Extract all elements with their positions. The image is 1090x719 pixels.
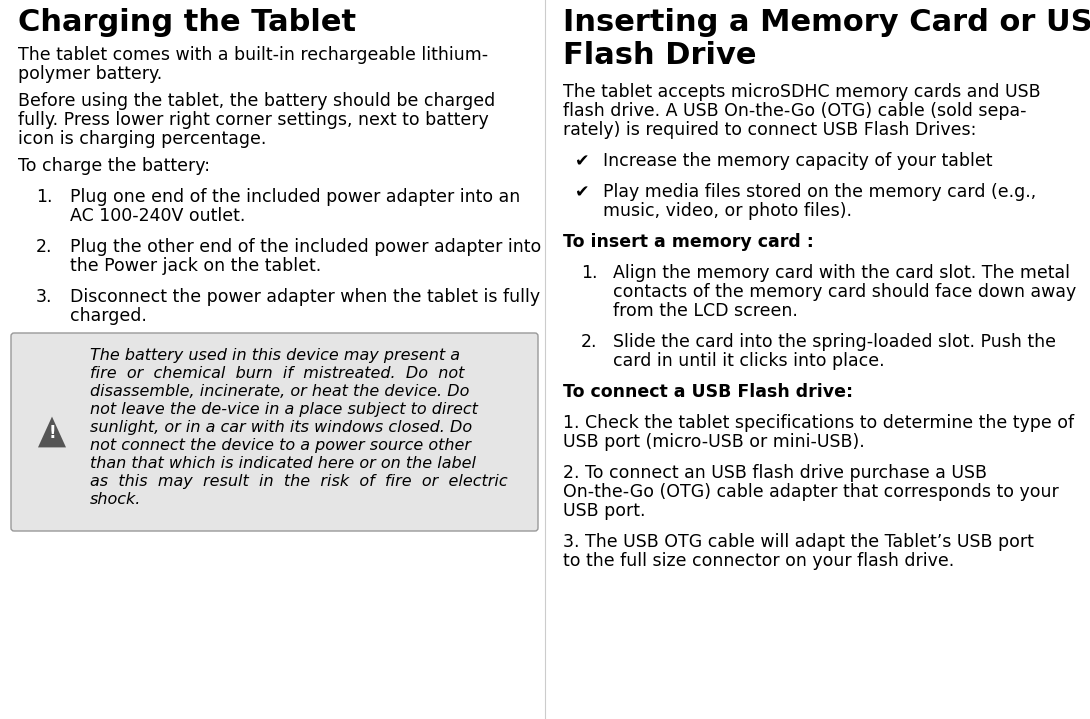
Text: Disconnect the power adapter when the tablet is fully: Disconnect the power adapter when the ta… — [70, 288, 541, 306]
Text: flash drive. A USB On-the-Go (OTG) cable (sold sepa-: flash drive. A USB On-the-Go (OTG) cable… — [564, 102, 1027, 120]
Text: The tablet comes with a built-in rechargeable lithium-: The tablet comes with a built-in recharg… — [19, 46, 488, 64]
Text: not connect the device to a power source other: not connect the device to a power source… — [90, 438, 471, 453]
Text: Slide the card into the spring-loaded slot. Push the: Slide the card into the spring-loaded sl… — [613, 333, 1056, 351]
Text: 1. Check the tablet specifications to determine the type of: 1. Check the tablet specifications to de… — [564, 414, 1074, 432]
Polygon shape — [38, 416, 66, 447]
Text: fire  or  chemical  burn  if  mistreated.  Do  not: fire or chemical burn if mistreated. Do … — [90, 366, 464, 381]
Text: !: ! — [48, 424, 56, 442]
Text: ✔: ✔ — [576, 152, 590, 170]
Text: 2.: 2. — [36, 238, 52, 256]
Text: 3.: 3. — [36, 288, 52, 306]
Text: Inserting a Memory Card or USB: Inserting a Memory Card or USB — [564, 8, 1090, 37]
Text: to the full size connector on your flash drive.: to the full size connector on your flash… — [564, 552, 954, 570]
Text: not leave the de-vice in a place subject to direct: not leave the de-vice in a place subject… — [90, 402, 477, 417]
Text: Increase the memory capacity of your tablet: Increase the memory capacity of your tab… — [603, 152, 993, 170]
Text: To charge the battery:: To charge the battery: — [19, 157, 210, 175]
Text: as  this  may  result  in  the  risk  of  fire  or  electric: as this may result in the risk of fire o… — [90, 474, 508, 489]
Text: To insert a memory card :: To insert a memory card : — [564, 233, 814, 251]
Text: shock.: shock. — [90, 492, 142, 507]
Text: 1.: 1. — [36, 188, 52, 206]
Text: rately) is required to connect USB Flash Drives:: rately) is required to connect USB Flash… — [564, 121, 977, 139]
Text: disassemble, incinerate, or heat the device. Do: disassemble, incinerate, or heat the dev… — [90, 384, 470, 399]
Text: card in until it clicks into place.: card in until it clicks into place. — [613, 352, 885, 370]
Text: 3. The USB OTG cable will adapt the Tablet’s USB port: 3. The USB OTG cable will adapt the Tabl… — [564, 533, 1034, 551]
Text: Play media files stored on the memory card (e.g.,: Play media files stored on the memory ca… — [603, 183, 1037, 201]
Text: USB port (micro-USB or mini-USB).: USB port (micro-USB or mini-USB). — [564, 433, 864, 451]
Text: The battery used in this device may present a: The battery used in this device may pres… — [90, 348, 460, 363]
FancyBboxPatch shape — [11, 333, 538, 531]
Text: Charging the Tablet: Charging the Tablet — [19, 8, 356, 37]
Text: USB port.: USB port. — [564, 502, 645, 520]
Text: music, video, or photo files).: music, video, or photo files). — [603, 202, 852, 220]
Text: 2.: 2. — [581, 333, 597, 351]
Text: On-the-Go (OTG) cable adapter that corresponds to your: On-the-Go (OTG) cable adapter that corre… — [564, 483, 1058, 501]
Text: Align the memory card with the card slot. The metal: Align the memory card with the card slot… — [613, 264, 1070, 282]
Text: AC 100-240V outlet.: AC 100-240V outlet. — [70, 207, 245, 225]
Text: Flash Drive: Flash Drive — [564, 41, 756, 70]
Text: To connect a USB Flash drive:: To connect a USB Flash drive: — [564, 383, 853, 401]
Text: than that which is indicated here or on the label: than that which is indicated here or on … — [90, 456, 476, 471]
Text: Plug one end of the included power adapter into an: Plug one end of the included power adapt… — [70, 188, 520, 206]
Text: icon is charging percentage.: icon is charging percentage. — [19, 130, 266, 148]
Text: charged.: charged. — [70, 307, 147, 325]
Text: fully. Press lower right corner settings, next to battery: fully. Press lower right corner settings… — [19, 111, 488, 129]
Text: from the LCD screen.: from the LCD screen. — [613, 302, 798, 320]
Text: ✔: ✔ — [576, 183, 590, 201]
Text: contacts of the memory card should face down away: contacts of the memory card should face … — [613, 283, 1076, 301]
Text: the Power jack on the tablet.: the Power jack on the tablet. — [70, 257, 322, 275]
Text: Before using the tablet, the battery should be charged: Before using the tablet, the battery sho… — [19, 92, 495, 110]
Text: polymer battery.: polymer battery. — [19, 65, 162, 83]
Text: Plug the other end of the included power adapter into: Plug the other end of the included power… — [70, 238, 542, 256]
Text: sunlight, or in a car with its windows closed. Do: sunlight, or in a car with its windows c… — [90, 420, 472, 435]
Text: 2. To connect an USB flash drive purchase a USB: 2. To connect an USB flash drive purchas… — [564, 464, 988, 482]
Text: 1.: 1. — [581, 264, 597, 282]
Text: The tablet accepts microSDHC memory cards and USB: The tablet accepts microSDHC memory card… — [564, 83, 1041, 101]
